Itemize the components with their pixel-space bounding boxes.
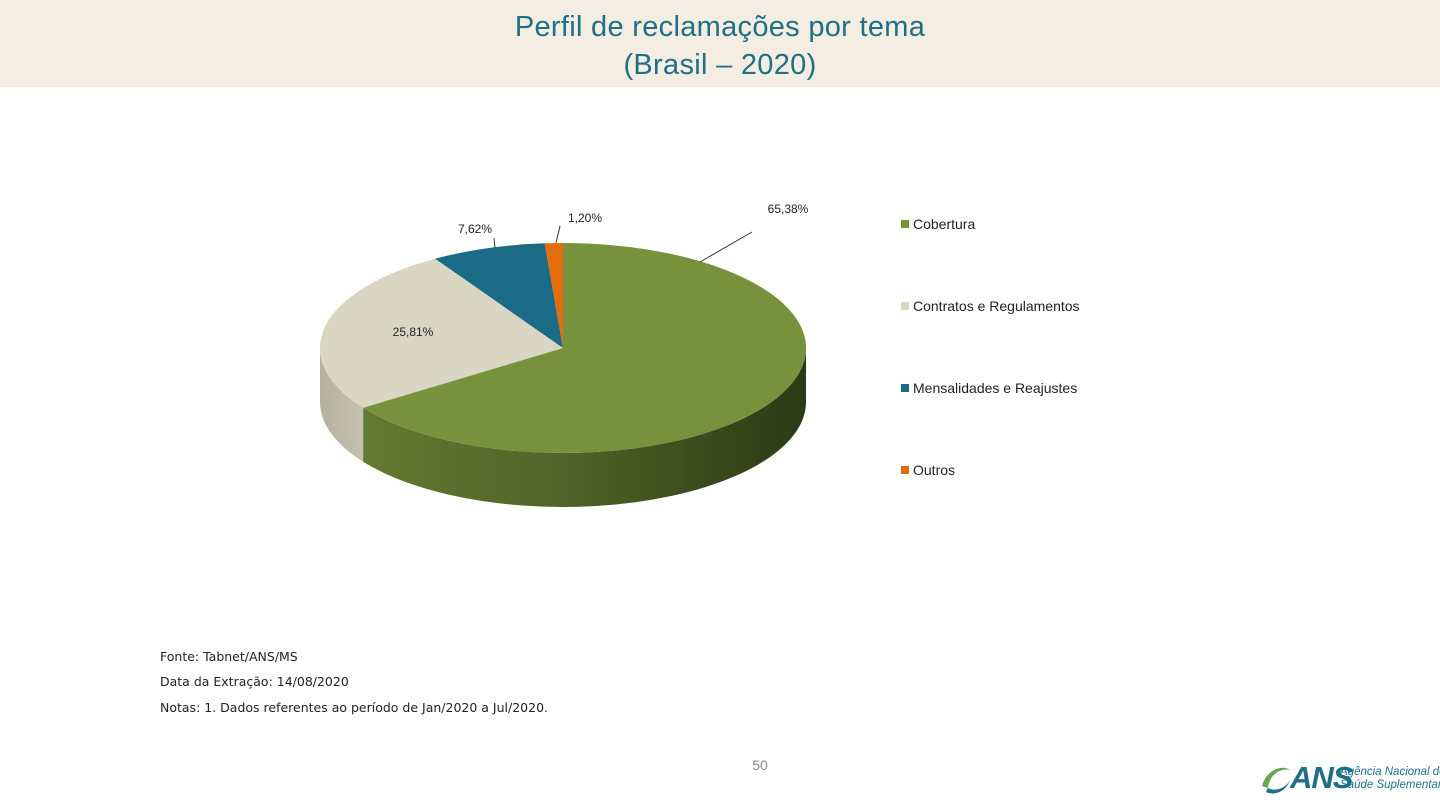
legend-swatch-contratos-e-regulamentos	[901, 302, 909, 310]
legend-label-mensalidades-e-reajustes: Mensalidades e Reajustes	[913, 380, 1077, 396]
extraction-date-note: Data da Extração: 14/08/2020	[160, 674, 349, 689]
source-note: Fonte: Tabnet/ANS/MS	[160, 649, 298, 664]
pie-side-cobertura	[363, 348, 806, 507]
pie-slice-outros	[544, 243, 563, 348]
pie-slice-mensalidades-e-reajustes	[435, 243, 563, 348]
period-note: Notas: 1. Dados referentes ao período de…	[160, 700, 549, 715]
legend-swatch-mensalidades-e-reajustes	[901, 384, 909, 392]
legend-swatch-cobertura	[901, 220, 909, 228]
legend-swatch-outros	[901, 466, 909, 474]
pie-side-contratos-e-regulamentos	[320, 348, 364, 462]
data-label-outros: 1,20%	[568, 211, 602, 225]
pie-slice-contratos-e-regulamentos	[319, 258, 563, 408]
ans-logo-icon	[1262, 767, 1290, 794]
slide-subtitle: (Brasil – 2020)	[623, 49, 817, 81]
pie-slice-cobertura	[363, 243, 806, 453]
page-number: 50	[752, 757, 768, 773]
pie-group	[319, 243, 806, 507]
title-bar: Perfil de reclamações por tema (Brasil –…	[0, 0, 1440, 87]
logo-name-line1: Agência Nacional de	[1340, 766, 1440, 778]
ans-logo: ANS Agência Nacional de Saúde Suplementa…	[1258, 760, 1440, 800]
slide-title: Perfil de reclamações por tema	[514, 11, 926, 43]
legend: Cobertura Contratos e Regulamentos Mensali…	[901, 216, 1080, 478]
data-label-cobertura: 65,38%	[768, 202, 809, 216]
logo-name-line2: Saúde Suplementar	[1340, 779, 1440, 791]
leader-line-cobertura	[699, 231, 753, 263]
legend-label-cobertura: Cobertura	[913, 216, 975, 232]
legend-label-contratos-e-regulamentos: Contratos e Regulamentos	[913, 298, 1080, 314]
leader-line-mensalidades-e-reajustes	[493, 237, 496, 249]
data-labels: 65,38% 25,81% 7,62% 1,20%	[393, 202, 809, 339]
legend-label-outros: Outros	[913, 462, 955, 478]
data-label-contratos-e-regulamentos: 25,81%	[393, 325, 434, 339]
logo-acronym: ANS	[1290, 760, 1353, 795]
leader-lines	[493, 225, 753, 263]
data-label-mensalidades-e-reajustes: 7,62%	[458, 222, 492, 236]
leader-line-outros	[555, 225, 561, 244]
